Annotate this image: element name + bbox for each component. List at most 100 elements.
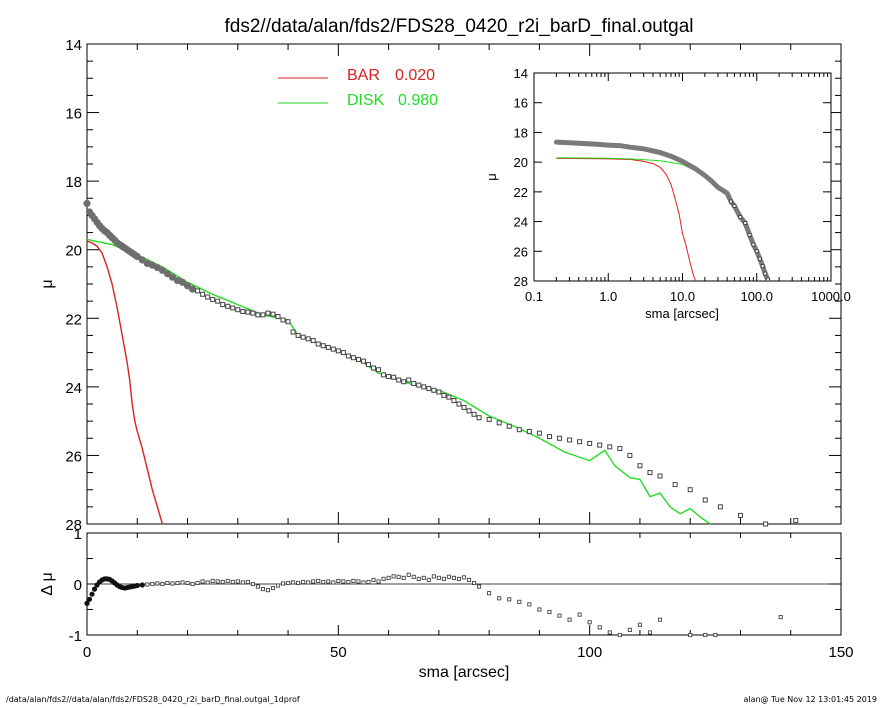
residual-point [145, 582, 150, 587]
residual-point [170, 581, 175, 586]
data-point [416, 382, 422, 388]
x-tick-label: 50 [330, 644, 347, 661]
x-tick-label: 0 [83, 644, 91, 661]
y-tick-label: 16 [65, 106, 82, 123]
residual-point [547, 610, 552, 615]
residual-point [316, 578, 321, 583]
footer-file-path: /data/alan/fds2//data/alan/fds2/FDS28_04… [6, 695, 300, 704]
data-point [265, 310, 271, 316]
data-point [617, 446, 623, 452]
data-point [496, 420, 502, 426]
y-tick-label: 22 [65, 311, 82, 328]
residual-point [607, 630, 612, 635]
inset-data-point [765, 277, 770, 282]
residual-point [225, 578, 230, 583]
main-y-axis-label: μ [39, 279, 56, 288]
data-point [320, 343, 326, 349]
residual-point [713, 632, 718, 638]
residual-point [306, 580, 311, 585]
data-point [325, 344, 331, 350]
residual-point [361, 580, 366, 585]
residual-point [617, 632, 622, 638]
data-point [431, 387, 437, 393]
residual-point [688, 632, 693, 638]
data-point [315, 341, 321, 347]
data-point [345, 353, 351, 359]
data-point [451, 398, 457, 404]
data-point [220, 302, 226, 308]
inset-data-point [763, 271, 768, 276]
inset-bar-line [556, 157, 697, 282]
residual-point [703, 632, 708, 638]
data-point [295, 332, 301, 338]
data-point [546, 434, 552, 440]
data-point [793, 518, 799, 524]
inset-x-tick-label: 100.0 [740, 289, 773, 304]
data-point [446, 394, 452, 400]
legend: BAR 0.020 DISK 0.980 [278, 67, 438, 109]
data-point [230, 305, 236, 311]
data-point [486, 416, 492, 422]
residual-point [86, 596, 93, 602]
residual-point [336, 578, 341, 583]
residual-point [411, 574, 416, 579]
residual-point [240, 580, 245, 585]
disk-series-line [86, 238, 711, 525]
inset-y-tick-label: 20 [514, 155, 528, 170]
inset-data-point [751, 242, 756, 247]
residual-point [386, 575, 391, 580]
inset-data-point [738, 215, 743, 220]
residual-point [200, 579, 205, 584]
residual-point [376, 579, 381, 584]
residual-point [647, 630, 653, 635]
data-point [557, 435, 563, 441]
y-tick-label: 18 [65, 174, 82, 191]
residual-point [406, 572, 411, 577]
data-point [205, 294, 211, 300]
inset-x-tick-label: 0.1 [525, 289, 543, 304]
legend-disk-label: DISK [347, 92, 385, 109]
chart-title: fds2//data/alan/fds2/FDS28_0420_r2i_barD… [225, 16, 694, 37]
data-point [396, 377, 402, 383]
residual-point [441, 576, 446, 581]
residual-point [150, 581, 155, 587]
residual-point [265, 588, 271, 593]
residual-point [466, 577, 472, 582]
data-point [526, 428, 532, 434]
bar-series-line [86, 240, 164, 525]
data-point [577, 439, 583, 445]
data-point [280, 317, 286, 323]
data-point [717, 504, 723, 510]
data-point [516, 427, 522, 433]
data-point [178, 278, 187, 286]
data-point [456, 401, 462, 407]
residual-point [160, 581, 165, 587]
residual-point [275, 583, 281, 588]
data-point [436, 389, 442, 395]
residual-y-tick-label: 1 [74, 526, 82, 543]
main-x-axis-label: sma [arcsec] [419, 664, 510, 681]
data-point [627, 452, 633, 458]
data-point [335, 348, 341, 354]
data-point [737, 512, 743, 518]
residual-point [260, 587, 265, 592]
residual-point [291, 580, 296, 585]
residual-point [270, 586, 276, 591]
residual-point [311, 579, 316, 584]
inset-data-band [553, 139, 771, 282]
footer-user-timestamp: alan@ Tue Nov 12 13:01:45 2019 [743, 695, 877, 704]
data-point [275, 314, 281, 320]
inset-x-axis-label: sma [arcsec] [645, 306, 719, 321]
residual-point [296, 580, 301, 586]
legend-disk-value: 0.980 [398, 92, 438, 109]
residual-point [321, 579, 326, 585]
residual-point [587, 620, 592, 625]
residual-point [507, 597, 512, 602]
residual-point [91, 586, 98, 592]
residual-point [250, 581, 255, 587]
data-point [163, 270, 172, 278]
residual-point [280, 581, 286, 586]
data-point [158, 266, 166, 274]
inset-y-tick-label: 26 [514, 244, 528, 259]
residual-point [351, 578, 356, 583]
